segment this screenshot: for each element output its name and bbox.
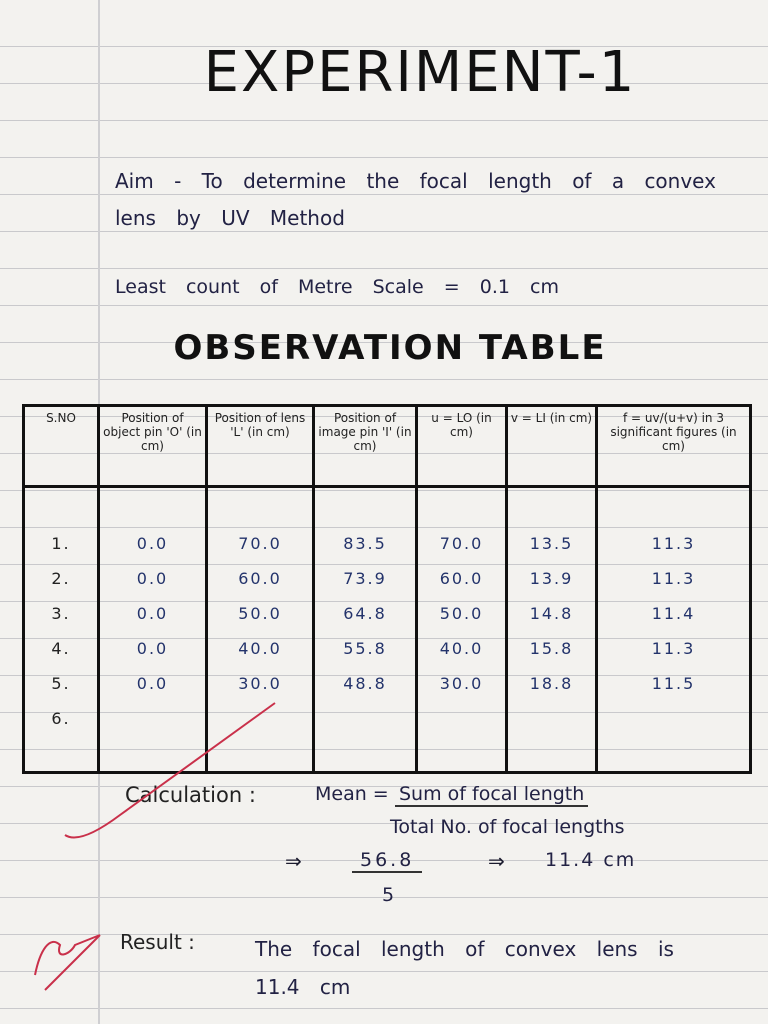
empty-cell [205,701,315,736]
empty-cell [505,486,598,526]
fraction-numerator: Sum of focal length [395,783,589,807]
cell: 11.4 [595,596,752,631]
cell: 13.9 [505,561,598,596]
table-row: 4. 0.0 40.0 55.8 40.0 15.8 11.3 [22,631,752,666]
red-tick [64,702,276,839]
table-body: 1. 0.0 70.0 83.5 70.0 13.5 11.3 2. 0.0 60.0 73.9 60… [22,486,752,773]
arrow: ⇒ [285,849,302,873]
cell: 40.0 [415,631,508,666]
table-row: 5. 0.0 30.0 48.8 30.0 18.8 11.5 [22,666,752,701]
column-header: Position of lens 'L' (in cm) [205,405,315,488]
title: EXPERIMENT-1 [203,40,637,105]
table-row: 2. 0.0 60.0 73.9 60.0 13.9 11.3 [22,561,752,596]
cell: 70.0 [205,526,315,561]
step-numerator: 56.8 [352,849,423,873]
arrow: ⇒ [488,849,505,873]
serial-number: 3. [22,596,100,631]
cell: 50.0 [415,596,508,631]
cell: 13.5 [505,526,598,561]
red-signature [34,934,101,991]
table-row: 1. 0.0 70.0 83.5 70.0 13.5 11.3 [22,526,752,561]
table-row: 3. 0.0 50.0 64.8 50.0 14.8 11.4 [22,596,752,631]
table-row: 6. [22,701,752,736]
empty-cell [205,736,315,773]
cell: 14.8 [505,596,598,631]
empty-cell [505,701,598,736]
answer: 11.4 cm [545,849,637,871]
empty-cell [595,701,752,736]
empty-cell [312,701,418,736]
step-denominator: 5 [382,884,395,906]
cell: 0.0 [97,631,208,666]
empty-cell [97,701,208,736]
cell: 73.9 [312,561,418,596]
mean-label: Mean = [315,783,389,805]
cell: 83.5 [312,526,418,561]
cell: 50.0 [205,596,315,631]
cell: 11.5 [595,666,752,701]
column-header: S.NO [22,405,100,488]
cell: 15.8 [505,631,598,666]
empty-cell [595,736,752,773]
cell: 0.0 [97,596,208,631]
observation-table: S.NO Position of object pin 'O' (in cm) Po… [22,404,752,774]
empty-cell [595,486,752,526]
column-header: Position of image pin 'I' (in cm) [312,405,418,488]
result-text: The focal length of convex lens is 11.4 … [255,937,674,999]
cell: 0.0 [97,666,208,701]
serial-number: 5. [22,666,100,701]
serial-number: 4. [22,631,100,666]
empty-cell [312,486,418,526]
cell: 30.0 [415,666,508,701]
empty-cell [312,736,418,773]
cell: 0.0 [97,526,208,561]
cell: 64.8 [312,596,418,631]
empty-cell [97,486,208,526]
cell: 0.0 [97,561,208,596]
serial-number: 6. [22,701,100,736]
empty-cell [505,736,598,773]
cell: 70.0 [415,526,508,561]
spacer-row [22,736,752,773]
empty-cell [415,486,508,526]
cell: 11.3 [595,526,752,561]
cell: 11.3 [595,561,752,596]
empty-cell [22,486,100,526]
column-header: Position of object pin 'O' (in cm) [97,405,208,488]
cell: 60.0 [205,561,315,596]
serial-number: 1. [22,526,100,561]
empty-cell [415,701,508,736]
aim: Aim - To determine the focal length of a… [115,169,716,230]
cell: 48.8 [312,666,418,701]
cell: 55.8 [312,631,418,666]
fraction-denominator: Total No. of focal lengths [390,816,625,838]
table-title: OBSERVATION TABLE [173,328,607,368]
header-row: S.NO Position of object pin 'O' (in cm) Po… [22,405,752,488]
column-header: u = LO (in cm) [415,405,508,488]
column-header: v = LI (in cm) [505,405,598,488]
result-label: Result : [120,930,195,954]
spacer-row [22,486,752,526]
cell: 60.0 [415,561,508,596]
empty-cell [22,736,100,773]
least-count: Least count of Metre Scale = 0.1 cm [115,276,559,298]
column-header: f = uv/(u+v) in 3 significant figures (i… [595,405,752,488]
cell: 11.3 [595,631,752,666]
cell: 18.8 [505,666,598,701]
empty-cell [205,486,315,526]
empty-cell [415,736,508,773]
cell: 30.0 [205,666,315,701]
serial-number: 2. [22,561,100,596]
cell: 40.0 [205,631,315,666]
